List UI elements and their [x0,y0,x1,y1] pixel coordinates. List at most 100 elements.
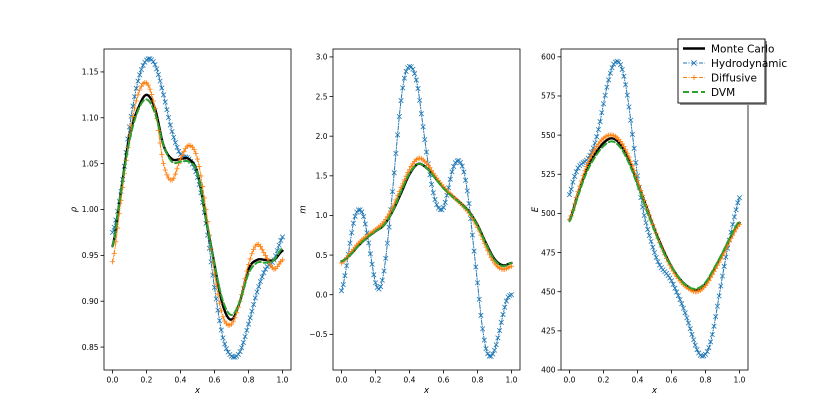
marker-point [471,248,477,254]
marker-point [478,312,484,318]
marker-point [628,117,634,123]
marker-point [491,347,498,353]
marker-point [602,92,608,98]
marker-point [629,131,635,137]
marker-point [633,160,639,166]
marker-point [264,255,270,261]
legend-label: DVM [711,87,735,99]
series-line-monte_carlo [340,162,513,267]
marker-point [137,72,143,78]
marker-point [600,101,607,107]
legend-item-monte_carlo: Monte Carlo [683,43,774,55]
marker-point [147,86,153,92]
marker-point [268,262,274,268]
marker-point [349,230,355,236]
subplot-E: 0.0 0.2 0.4 0.6 0.8 1.0 400 425 450 475 500 525 550 5… [531,48,749,396]
x-tick-label: 0.4 [404,376,416,385]
marker-point [137,87,143,93]
x-tick-label: 0.6 [438,376,450,385]
marker-point [711,323,717,329]
marker-point [196,163,202,170]
marker-point [240,339,246,346]
marker-point [486,353,492,359]
series-line-hydrodynamic [341,65,512,358]
marker-point [502,304,508,310]
marker-point [691,337,697,343]
series-line-dvm [568,140,741,290]
marker-point [247,256,253,262]
y-tick-label: 475 [541,248,556,257]
marker-point [415,86,421,92]
marker-point [674,289,680,295]
marker-point [215,307,221,313]
marker-point [604,84,610,90]
marker-point [623,147,629,153]
y-tick-label: 1.15 [82,68,99,77]
marker-point [262,252,269,258]
marker-point [177,156,184,162]
marker-point [626,154,632,160]
marker-point [340,282,346,288]
marker-point [247,315,253,321]
marker-point [587,156,593,162]
marker-point [347,240,353,246]
series-group [566,58,743,359]
marker-point [495,335,501,341]
marker-point [721,263,727,269]
marker-point [657,262,663,268]
marker-point [685,320,692,326]
marker-point [702,351,709,357]
marker-point [583,163,590,170]
y-tick-label: 0.85 [82,343,99,352]
x-tick-label: 1.0 [277,376,289,385]
marker-point [709,331,715,338]
marker-point [589,152,595,158]
y-tick-label: 0.95 [82,251,99,260]
marker-point [457,159,464,165]
subplot-m: 0.0 0.2 0.4 0.6 0.8 1.0 −0.5 0.0 0.5 1.0 1.5 2.0 2.5… [299,48,521,396]
marker-point [624,150,630,156]
marker-point [251,246,257,252]
marker-point [451,163,457,170]
marker-point [573,169,579,175]
marker-point [607,70,613,76]
marker-point [379,277,385,283]
marker-point [566,192,573,198]
marker-point [167,122,173,128]
marker-point [222,341,228,347]
marker-point [383,255,389,261]
marker-point [643,220,649,226]
y-tick-label: 1.00 [82,205,99,214]
marker-point [150,98,156,104]
marker-point [395,132,401,138]
legend-item-hydrodynamic: Hydrodynamic [683,58,787,70]
marker-point [507,292,513,299]
marker-point [160,92,167,98]
marker-point [278,237,284,243]
marker-point [232,315,238,321]
marker-point [218,327,224,333]
marker-point [437,207,443,213]
marker-point [155,71,161,78]
marker-point [181,149,187,155]
marker-point [367,251,373,257]
marker-point [619,66,625,73]
marker-point [459,163,465,169]
legend-item-dvm: DVM [683,87,735,99]
marker-point [389,189,396,195]
marker-point [159,152,165,158]
marker-point [400,85,406,91]
marker-point [648,238,654,245]
marker-point [430,190,436,196]
x-tick-label: 0.4 [632,376,644,385]
marker-point [617,62,624,68]
marker-point [418,111,424,117]
marker-point [222,318,228,324]
marker-point [675,293,681,299]
axes-frame [103,48,292,371]
marker-point [413,77,419,83]
marker-point [172,171,178,177]
marker-point [716,293,722,299]
marker-point [262,266,269,272]
marker-point [621,73,627,79]
